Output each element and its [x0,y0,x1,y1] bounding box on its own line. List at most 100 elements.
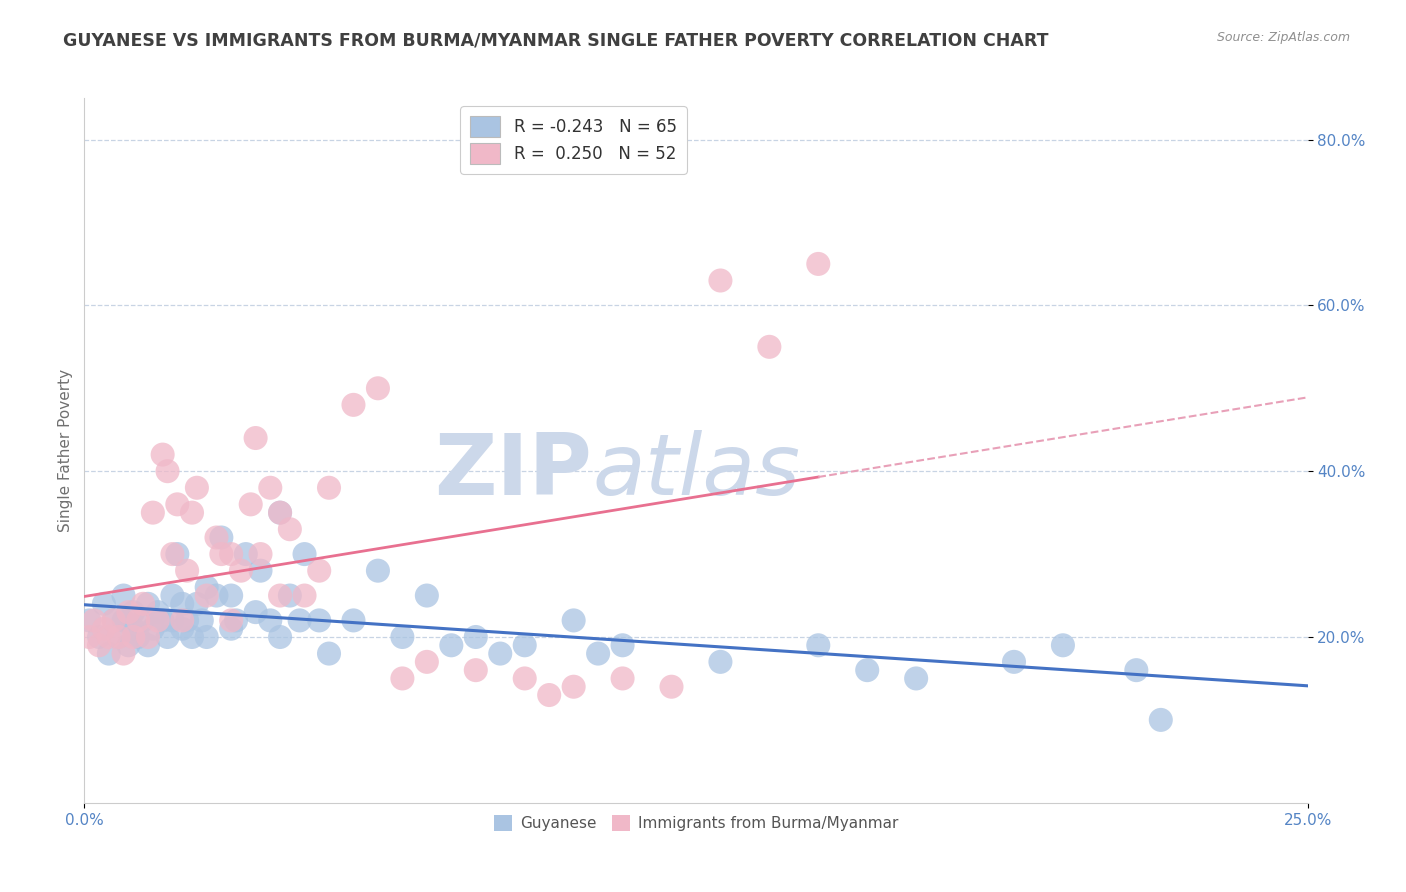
Point [219,622,242,636]
Point [209,547,232,561]
Point [136,638,159,652]
Point [172,597,194,611]
Point [259,614,281,628]
Point [513,672,536,686]
Point [112,589,135,603]
Point [87,630,110,644]
Point [156,630,179,644]
Point [269,630,291,644]
Point [136,630,159,644]
Point [127,614,149,628]
Point [142,506,165,520]
Point [107,630,129,644]
Point [136,597,159,611]
Point [103,614,125,628]
Point [318,481,340,495]
Point [205,589,228,603]
Text: GUYANESE VS IMMIGRANTS FROM BURMA/MYANMAR SINGLE FATHER POVERTY CORRELATION CHAR: GUYANESE VS IMMIGRANTS FROM BURMA/MYANMA… [63,31,1049,49]
Point [856,663,879,677]
Point [612,672,634,686]
Point [245,431,267,445]
Point [709,655,731,669]
Point [294,547,316,561]
Point [195,580,218,594]
Point [391,630,413,644]
Point [166,547,188,561]
Point [661,680,683,694]
Point [209,531,232,545]
Point [77,614,100,628]
Point [269,506,291,520]
Point [122,605,145,619]
Point [122,630,145,644]
Point [391,672,413,686]
Point [807,257,830,271]
Point [205,531,228,545]
Point [219,614,242,628]
Point [176,564,198,578]
Point [440,638,463,652]
Point [195,630,218,644]
Point [489,647,512,661]
Point [132,614,155,628]
Point [288,614,311,628]
Point [117,638,139,652]
Point [807,638,830,652]
Point [103,614,125,628]
Y-axis label: Single Father Poverty: Single Father Poverty [58,369,73,532]
Point [93,622,115,636]
Point [146,614,169,628]
Point [87,638,110,652]
Point [612,638,634,652]
Point [905,672,928,686]
Point [1150,713,1173,727]
Point [513,638,536,652]
Point [146,605,169,619]
Point [83,614,105,628]
Point [235,547,257,561]
Point [132,597,155,611]
Point [249,547,271,561]
Point [219,547,242,561]
Point [709,273,731,287]
Point [308,614,330,628]
Point [162,547,184,561]
Point [181,630,204,644]
Point [176,614,198,628]
Point [269,506,291,520]
Point [249,564,271,578]
Text: Source: ZipAtlas.com: Source: ZipAtlas.com [1216,31,1350,45]
Text: atlas: atlas [592,430,800,513]
Point [259,481,281,495]
Point [758,340,780,354]
Point [122,622,145,636]
Point [142,622,165,636]
Point [538,688,561,702]
Point [181,506,204,520]
Point [152,614,174,628]
Point [219,589,242,603]
Point [162,614,184,628]
Point [117,605,139,619]
Point [229,564,252,578]
Point [162,589,184,603]
Point [342,398,364,412]
Point [318,647,340,661]
Text: ZIP: ZIP [434,430,592,513]
Point [112,614,135,628]
Point [195,589,218,603]
Point [152,448,174,462]
Point [562,614,585,628]
Point [342,614,364,628]
Point [269,589,291,603]
Point [245,605,267,619]
Point [278,589,301,603]
Legend: Guyanese, Immigrants from Burma/Myanmar: Guyanese, Immigrants from Burma/Myanmar [488,809,904,838]
Point [172,614,194,628]
Point [97,647,120,661]
Point [1052,638,1074,652]
Point [367,381,389,395]
Point [367,564,389,578]
Point [586,647,609,661]
Point [112,647,135,661]
